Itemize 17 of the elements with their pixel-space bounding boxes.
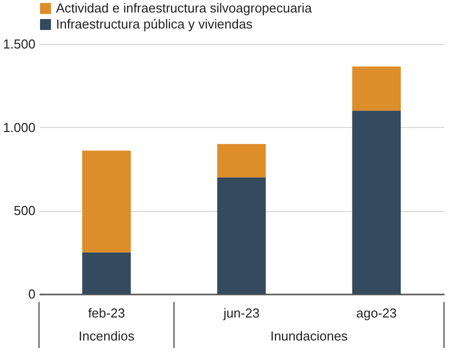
y-tick-label: 1.000: [2, 120, 36, 135]
bar: [82, 252, 131, 294]
legend-label: Actividad e infraestructura silvoagropecuaria: [56, 0, 313, 16]
bar: [217, 177, 266, 294]
bar: [352, 66, 401, 111]
x-tick-label: feb-23: [88, 306, 125, 320]
legend-label: Infraestructura pública y viviendas: [56, 16, 254, 32]
bar: [352, 110, 401, 294]
x-tick-label: jun-23: [222, 306, 260, 320]
x-tick-label: ago-23: [356, 306, 397, 320]
text: Inundaciones: [270, 328, 348, 344]
text: Incendios: [78, 328, 135, 344]
bar: [82, 150, 131, 252]
y-tick-label: 1.500: [2, 36, 36, 52]
y-tick-label: 500: [14, 203, 36, 218]
y-tick-label: 0: [28, 286, 36, 302]
bar: [217, 144, 266, 178]
